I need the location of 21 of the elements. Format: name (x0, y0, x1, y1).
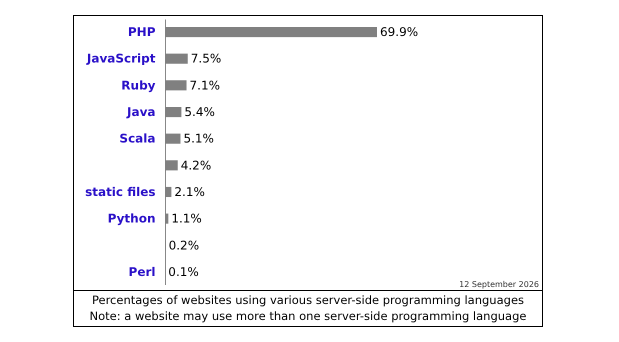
y-tick-label: Scala (119, 132, 156, 146)
text: Note: a website may use more than one server-side programming language (88, 308, 528, 324)
y-tick-label: static files (85, 184, 156, 199)
y-tick-label: JavaScript (86, 52, 156, 66)
y-tick-label: PHP (128, 25, 156, 40)
y-tick-label: Ruby (121, 78, 156, 92)
data-label: 4.2% (180, 158, 212, 172)
data-label: 2.1% (174, 184, 205, 199)
text: 12 September 2026 (459, 280, 539, 289)
text: Percentages of websites using various server-side programming languages (90, 292, 526, 308)
y-tick-label: Python (108, 212, 156, 226)
data-label: 0.2% (168, 238, 200, 252)
data-label: 1.1% (171, 212, 202, 226)
y-tick-label: Java (126, 105, 156, 120)
y-tick-label: Perl (128, 264, 156, 279)
data-label: 5.4% (184, 105, 215, 120)
data-label: 69.9% (380, 25, 418, 40)
data-label: 5.1% (183, 132, 214, 146)
data-label: 7.5% (190, 52, 222, 66)
data-label: 0.1% (168, 264, 199, 279)
data-label: 7.1% (190, 78, 220, 92)
